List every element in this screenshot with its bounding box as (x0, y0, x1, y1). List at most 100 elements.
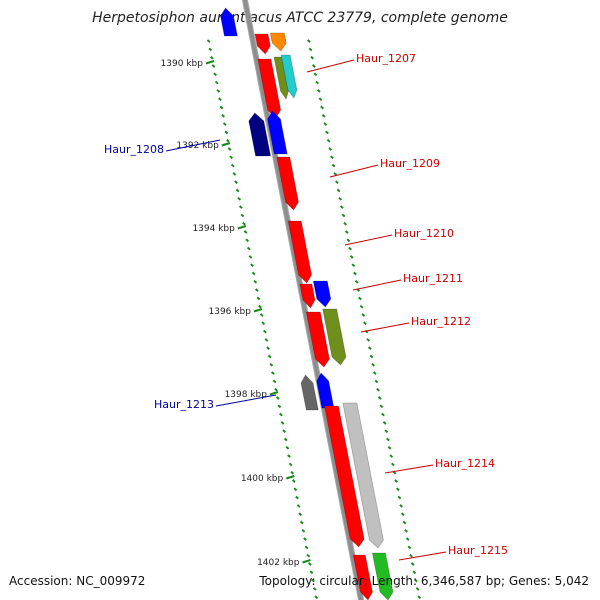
inner-track-tick (206, 39, 211, 43)
tick-label: 1398 kbp (225, 390, 268, 400)
inner-track-tick (256, 296, 261, 301)
outer-track-tick (386, 437, 390, 442)
gene-track[interactable] (220, 7, 394, 600)
inner-track-tick (210, 55, 214, 60)
inner-track-tick (267, 354, 272, 359)
outer-track-tick (313, 72, 318, 77)
outer-tick-track (306, 39, 422, 600)
inner-track-tick (232, 172, 237, 176)
outer-track-tick (402, 520, 407, 525)
major-tick (205, 59, 215, 65)
major-tick (269, 390, 279, 396)
gene-labels[interactable]: Haur_1207 Haur_1208 Haur_1209 Haur_1210 Haur… (104, 52, 508, 561)
gene-feature[interactable] (269, 32, 287, 52)
topology-summary: Topology: circular; Length: 6,346,587 bp… (259, 574, 589, 588)
gene-feature[interactable] (220, 7, 238, 37)
outer-track-tick (395, 487, 400, 492)
outer-track-tick (415, 587, 420, 591)
gene-feature[interactable] (273, 56, 289, 100)
gene-feature[interactable] (352, 554, 373, 600)
major-tick (253, 307, 263, 313)
outer-track-tick (399, 504, 404, 508)
inner-track-tick (245, 238, 250, 243)
outer-track-tick (351, 263, 356, 268)
gene-feature[interactable] (300, 374, 319, 411)
inner-track-tick (271, 371, 275, 375)
outer-track-tick (341, 213, 346, 218)
gene-leader-line (360, 322, 410, 333)
gene-label-haur-1212[interactable]: Haur_1212 (411, 315, 471, 328)
inner-track-tick (266, 346, 270, 351)
outer-track-tick (349, 255, 354, 259)
inner-track-tick (291, 479, 296, 483)
inner-track-tick (309, 570, 314, 575)
gene-label-haur-1210[interactable]: Haur_1210 (394, 227, 454, 240)
gene-feature[interactable] (276, 156, 299, 211)
inner-track-tick (275, 396, 280, 400)
gene-feature[interactable] (254, 33, 271, 55)
gene-leader-line (384, 464, 434, 474)
outer-track-tick (320, 105, 324, 110)
outer-track-tick (381, 412, 385, 417)
inner-track-tick (293, 487, 298, 492)
outer-track-tick (325, 130, 329, 135)
inner-track-tick (246, 246, 251, 251)
gene-label-haur-1208[interactable]: Haur_1208 (104, 143, 164, 156)
outer-track-tick (315, 80, 319, 85)
gene-leader-line (329, 164, 379, 178)
outer-track-tick (323, 122, 328, 126)
gene-feature[interactable] (287, 220, 313, 284)
gene-feature[interactable] (257, 58, 282, 119)
gene-label-haur-1214[interactable]: Haur_1214 (435, 457, 495, 470)
outer-track-tick (400, 512, 405, 517)
gene-label-haur-1211[interactable]: Haur_1211 (403, 272, 463, 285)
tick-label: 1392 kbp (176, 141, 219, 151)
outer-track-tick (344, 230, 349, 234)
gene-feature[interactable] (324, 405, 365, 548)
genome-backbone (241, 0, 365, 600)
gene-feature[interactable] (267, 110, 288, 155)
gene-feature[interactable] (305, 311, 330, 368)
inner-track-tick (243, 230, 248, 234)
gene-feature[interactable] (312, 280, 332, 308)
gene-feature[interactable] (299, 283, 316, 309)
gene-feature[interactable] (248, 112, 272, 157)
inner-track-tick (312, 587, 317, 591)
gene-label-haur-1215[interactable]: Haur_1215 (448, 544, 508, 557)
gene-feature[interactable] (371, 552, 394, 600)
outer-track-tick (358, 296, 362, 301)
gene-leader-line (398, 551, 447, 561)
inner-track-tick (216, 89, 221, 93)
outer-track-tick (409, 553, 413, 558)
inner-track-tick (219, 105, 224, 110)
gene-leader-line (165, 139, 221, 152)
gene-feature[interactable] (342, 402, 384, 549)
gene-label-haur-1209[interactable]: Haur_1209 (380, 157, 440, 170)
inner-track-tick (287, 454, 291, 458)
inner-track-tick (213, 72, 217, 77)
gene-feature[interactable] (316, 372, 335, 409)
gene-label-haur-1207[interactable]: Haur_1207 (356, 52, 416, 65)
outer-track-tick (330, 155, 334, 160)
inner-track-tick (254, 288, 259, 292)
inner-track-tick (261, 321, 266, 326)
outer-track-tick (321, 113, 326, 118)
outer-track-tick (335, 180, 339, 185)
major-tick (285, 474, 295, 480)
inner-track-tick (250, 263, 254, 268)
outer-track-tick (369, 354, 374, 359)
gene-feature[interactable] (280, 54, 298, 99)
outer-track-tick (404, 528, 408, 533)
inner-track-tick (283, 437, 288, 442)
outer-track-tick (331, 163, 336, 168)
outer-track-tick (359, 304, 364, 309)
outer-track-tick (361, 313, 366, 317)
outer-track-tick (326, 138, 331, 143)
outer-track-tick (306, 39, 311, 43)
gene-label-haur-1213[interactable]: Haur_1213 (154, 398, 214, 411)
outer-track-tick (328, 147, 333, 151)
inner-track-tick (288, 462, 293, 467)
gene-feature[interactable] (322, 308, 347, 366)
inner-track-tick (234, 180, 238, 185)
